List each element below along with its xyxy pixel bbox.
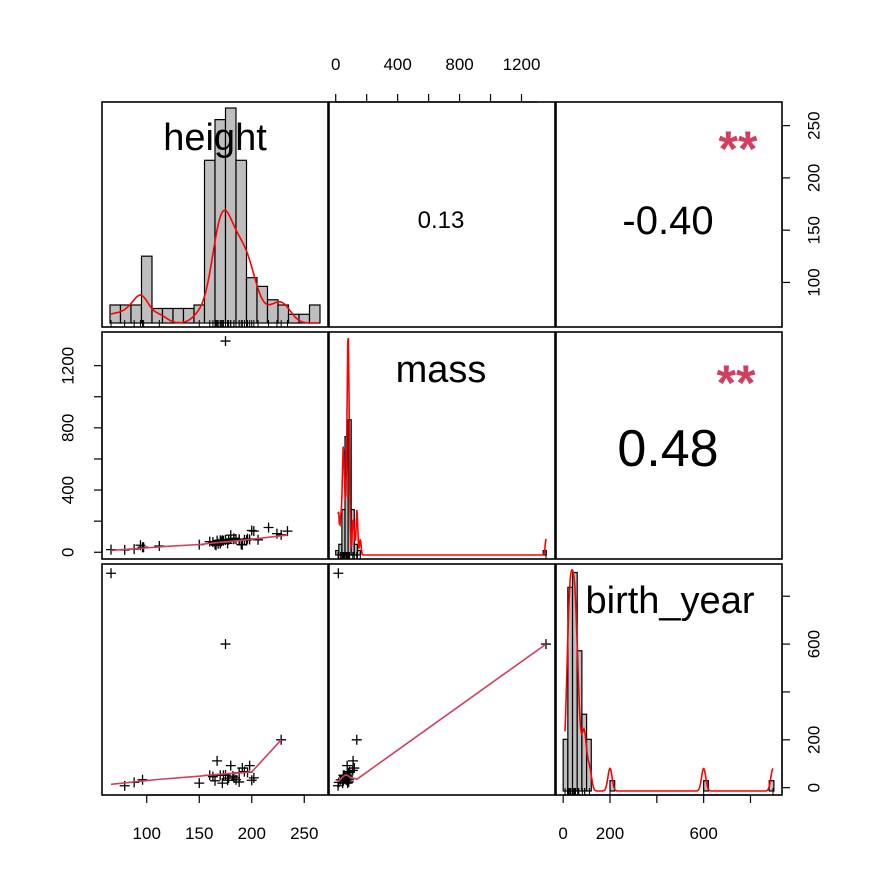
scatter-point-height-birth-year <box>212 755 223 766</box>
panel-mass-mass <box>328 331 556 560</box>
scatter-point-height-birth-year <box>106 568 117 579</box>
tick-label-right-height: 100 <box>805 268 824 296</box>
tick-label-top-mass: 800 <box>445 55 473 74</box>
scatter-point-mass-birth-year <box>342 760 353 771</box>
tick-label-right-birth_year: 200 <box>805 726 824 754</box>
scatter-point-height-mass <box>220 336 231 347</box>
hist-bar-height <box>203 159 216 324</box>
hist-bar-height <box>245 277 258 324</box>
scatter-point-height-mass <box>282 526 293 537</box>
density-curve-height <box>110 209 319 324</box>
fit-line-height-mass <box>110 534 288 552</box>
scatter-point-height-birth-year <box>246 775 257 786</box>
scatter-point-height-mass <box>237 539 248 550</box>
tick-label-bottom-birth_year: 600 <box>689 824 717 843</box>
scatter-point-height-birth-year <box>228 772 239 783</box>
scatter-point-mass-birth-year <box>333 568 344 579</box>
tick-label-right-height: 150 <box>805 216 824 244</box>
scatter-point-height-birth-year <box>210 775 220 786</box>
density-curve-mass <box>337 337 547 556</box>
correlation-height-birth_year: -0.40 <box>622 199 713 243</box>
hist-bar-height <box>235 159 248 324</box>
tick-label-top-mass: 0 <box>331 55 340 74</box>
hist-bar-birth_year <box>562 738 569 792</box>
tick-label-top-mass: 1200 <box>503 55 541 74</box>
scatter-point-mass-birth-year <box>351 734 362 745</box>
tick-label-bottom-birth_year: 200 <box>596 824 624 843</box>
tick-label-top-mass: 400 <box>383 55 411 74</box>
correlation-mass-birth_year: 0.48 <box>617 420 718 478</box>
scatter-point-height-birth-year <box>220 639 231 650</box>
tick-label-right-birth_year: 600 <box>805 630 824 658</box>
scatter-point-mass-birth-year <box>347 765 358 776</box>
scatter-point-height-birth-year <box>194 778 205 789</box>
tick-label-right-height: 200 <box>805 164 824 192</box>
tick-label-right-birth_year: 0 <box>805 783 824 792</box>
tick-label-left-mass: 0 <box>59 548 78 557</box>
tick-label-left-mass: 1200 <box>59 347 78 385</box>
tick-label-left-mass: 400 <box>59 476 78 504</box>
correlation-height-mass: 0.13 <box>418 207 465 234</box>
variable-name-height: height <box>163 117 267 159</box>
panel-mass-birth_year <box>555 331 783 560</box>
scatter-point-height-birth-year <box>137 774 148 785</box>
scatter-point-height-birth-year <box>222 775 233 786</box>
scatter-point-height-birth-year <box>207 771 218 782</box>
hist-bar-birth_year <box>581 713 588 792</box>
scatter-point-mass-birth-year <box>349 763 360 774</box>
hist-bar-height <box>308 304 321 324</box>
scatter-point-height-mass <box>263 522 274 533</box>
scatter-point-height-birth-year <box>248 772 259 783</box>
tick-label-bottom-height: 200 <box>238 824 266 843</box>
panel-birth_year-mass <box>328 563 556 796</box>
scatter-point-height-mass <box>248 526 259 537</box>
scatter-point-mass-birth-year <box>348 755 359 766</box>
fit-line-height-birth-year <box>110 739 282 786</box>
tick-label-bottom-height: 250 <box>290 824 318 843</box>
tick-label-bottom-birth_year: 0 <box>558 824 567 843</box>
hist-bar-height <box>130 304 143 324</box>
fit-line-mass-birth-year <box>337 643 547 783</box>
hist-bar-mass <box>353 543 358 556</box>
tick-label-bottom-height: 150 <box>185 824 213 843</box>
panel-mass-height <box>101 331 329 560</box>
scatter-point-height-birth-year <box>217 778 228 789</box>
density-curve-birth_year <box>564 568 774 792</box>
scatter-point-height-mass <box>218 535 229 546</box>
scatter-point-height-birth-year <box>244 760 255 771</box>
hist-bar-height <box>172 307 185 324</box>
scatter-point-height-birth-year <box>225 760 236 771</box>
variable-name-birth_year: birth_year <box>586 580 755 622</box>
variable-name-mass: mass <box>396 349 487 391</box>
tick-label-bottom-height: 100 <box>133 824 161 843</box>
significance-stars-mass-birth_year: ** <box>717 355 756 411</box>
significance-stars-height-birth_year: ** <box>719 121 758 177</box>
tick-label-left-mass: 800 <box>59 414 78 442</box>
tick-label-right-height: 250 <box>805 111 824 139</box>
scatter-point-height-mass <box>253 534 264 545</box>
scatter-point-height-birth-year <box>234 776 245 787</box>
hist-bar-height <box>140 255 153 324</box>
scatter-point-height-mass <box>211 540 222 551</box>
